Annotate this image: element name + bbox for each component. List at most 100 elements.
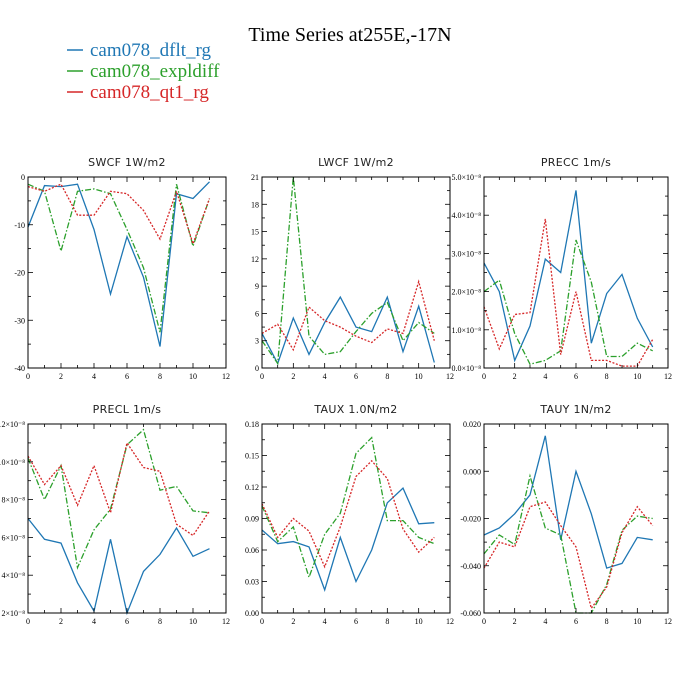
plot-frame bbox=[27, 423, 227, 614]
plot-frame bbox=[483, 176, 669, 369]
series-line-cam078_qt1_rg bbox=[483, 218, 654, 367]
x-tick-label: 2 bbox=[513, 372, 517, 381]
x-tick-label: 4 bbox=[543, 372, 547, 381]
y-tick-label: 0 bbox=[255, 364, 259, 373]
x-tick-label: 8 bbox=[605, 617, 609, 626]
x-tick-label: 0 bbox=[26, 617, 30, 626]
x-tick-label: 6 bbox=[125, 617, 129, 626]
panel-title: PRECC 1m/s bbox=[541, 156, 611, 169]
y-tick-label: 0.00 bbox=[245, 609, 259, 618]
y-tick-label: -10 bbox=[14, 221, 25, 230]
x-tick-label: 6 bbox=[354, 372, 358, 381]
figure-title: Time Series at255E,-17N bbox=[248, 24, 451, 46]
x-tick-label: 10 bbox=[633, 617, 641, 626]
y-tick-label: -40 bbox=[14, 364, 25, 373]
y-tick-label: 9 bbox=[255, 282, 259, 291]
series-line-cam078_dflt_rg bbox=[261, 486, 435, 592]
x-tick-label: 4 bbox=[323, 617, 327, 626]
series-line-cam078_qt1_rg bbox=[27, 441, 211, 537]
panel-title: TAUX 1.0N/m2 bbox=[313, 403, 397, 416]
x-tick-label: 12 bbox=[446, 617, 454, 626]
panel-5: TAUY 1N/m2 0 2 4 6 8 10 12 -0.060 -0.040 -0.020 0.0… bbox=[460, 403, 672, 626]
y-tick-label: 12 bbox=[251, 255, 259, 264]
x-tick-label: 4 bbox=[543, 617, 547, 626]
y-tick-label: 0 bbox=[21, 173, 25, 182]
x-tick-label: 0 bbox=[482, 617, 486, 626]
x-tick-label: 10 bbox=[189, 372, 197, 381]
y-tick-label: 5.0×10⁻⁸ bbox=[451, 173, 481, 182]
x-tick-label: 2 bbox=[59, 617, 63, 626]
y-tick-label: 4×10⁻⁸ bbox=[1, 571, 25, 580]
legend-label-cam078_qt1_rg: cam078_qt1_rg bbox=[90, 82, 209, 103]
x-tick-label: 0 bbox=[26, 372, 30, 381]
x-tick-label: 6 bbox=[354, 617, 358, 626]
x-tick-label: 12 bbox=[664, 617, 672, 626]
y-tick-label: 3 bbox=[255, 337, 259, 346]
y-tick-label: 1.0×10⁻⁸ bbox=[451, 326, 481, 335]
x-tick-label: 2 bbox=[59, 372, 63, 381]
series-line-cam078_qt1_rg bbox=[483, 501, 654, 610]
x-tick-label: 0 bbox=[482, 372, 486, 381]
x-tick-label: 12 bbox=[222, 617, 230, 626]
x-tick-label: 2 bbox=[513, 617, 517, 626]
y-tick-label: 6 bbox=[255, 309, 259, 318]
series-line-cam078_expldiff bbox=[483, 239, 653, 365]
y-tick-label: 0.0×10⁻⁸ bbox=[451, 364, 481, 373]
y-tick-label: 0.06 bbox=[245, 546, 259, 555]
plot-frame bbox=[483, 423, 669, 614]
x-tick-label: 4 bbox=[323, 372, 327, 381]
panel-3: PRECL 1m/s 0 2 4 6 8 10 12 2×10⁻⁸ 4×10⁻⁸ 6×10⁻⁸ 8×1… bbox=[0, 403, 230, 626]
x-tick-label: 10 bbox=[189, 617, 197, 626]
y-tick-label: 21 bbox=[251, 173, 259, 182]
y-tick-label: 18 bbox=[251, 200, 259, 209]
y-tick-label: -20 bbox=[14, 269, 25, 278]
x-tick-label: 8 bbox=[385, 617, 389, 626]
y-tick-label: 0.000 bbox=[463, 467, 481, 476]
panel-2: PRECC 1m/s 0 2 4 6 8 10 12 0.0×10⁻⁸ 1.0×10⁻⁸ 2.0×1… bbox=[451, 156, 672, 381]
y-tick-label: -0.060 bbox=[460, 609, 481, 618]
x-tick-label: 8 bbox=[158, 372, 162, 381]
panel-title: LWCF 1W/m2 bbox=[318, 156, 394, 169]
series-line-cam078_dflt_rg bbox=[483, 435, 653, 569]
x-tick-label: 12 bbox=[222, 372, 230, 381]
legend-label-cam078_dflt_rg: cam078_dflt_rg bbox=[90, 40, 212, 61]
series-line-cam078_qt1_rg bbox=[261, 459, 435, 569]
y-tick-label: 0.020 bbox=[463, 420, 481, 429]
x-tick-label: 4 bbox=[92, 617, 96, 626]
x-tick-label: 8 bbox=[158, 617, 162, 626]
y-tick-label: 6×10⁻⁸ bbox=[1, 533, 25, 542]
legend: cam078_dflt_rgcam078_expldiffcam078_qt1_… bbox=[67, 40, 220, 103]
y-tick-label: 4.0×10⁻⁸ bbox=[451, 211, 481, 220]
x-tick-label: 2 bbox=[291, 372, 295, 381]
x-tick-label: 12 bbox=[446, 372, 454, 381]
y-tick-label: 2×10⁻⁸ bbox=[1, 609, 25, 618]
x-tick-label: 8 bbox=[385, 372, 389, 381]
series-line-cam078_expldiff bbox=[261, 436, 435, 580]
y-tick-label: 2.0×10⁻⁸ bbox=[451, 288, 481, 297]
y-tick-label: 0.15 bbox=[245, 452, 259, 461]
series-line-cam078_qt1_rg bbox=[261, 279, 435, 352]
series-line-cam078_dflt_rg bbox=[27, 518, 210, 616]
x-tick-label: 6 bbox=[574, 617, 578, 626]
plot-frame bbox=[261, 176, 451, 369]
series-line-cam078_dflt_rg bbox=[483, 190, 654, 363]
panel-title: SWCF 1W/m2 bbox=[88, 156, 166, 169]
series-line-cam078_expldiff bbox=[27, 183, 211, 333]
y-tick-label: 0.12 bbox=[245, 483, 259, 492]
series-line-cam078_expldiff bbox=[483, 473, 653, 614]
series-line-cam078_qt1_rg bbox=[27, 183, 211, 246]
y-tick-label: 15 bbox=[251, 228, 259, 237]
x-tick-label: 2 bbox=[291, 617, 295, 626]
y-tick-label: 0.18 bbox=[245, 420, 259, 429]
plot-frame bbox=[261, 423, 451, 614]
series-line-cam078_dflt_rg bbox=[27, 181, 210, 347]
legend-label-cam078_expldiff: cam078_expldiff bbox=[90, 61, 220, 82]
y-tick-label: 3.0×10⁻⁸ bbox=[451, 249, 481, 258]
x-tick-label: 6 bbox=[125, 372, 129, 381]
series-line-cam078_expldiff bbox=[261, 176, 435, 366]
y-tick-label: -0.040 bbox=[460, 562, 481, 571]
panel-1: LWCF 1W/m2 0 2 4 6 8 10 12 0 3 6 9 12 15 18 21 bbox=[251, 156, 454, 381]
series-line-cam078_dflt_rg bbox=[261, 295, 435, 366]
plot-frame bbox=[27, 176, 227, 369]
